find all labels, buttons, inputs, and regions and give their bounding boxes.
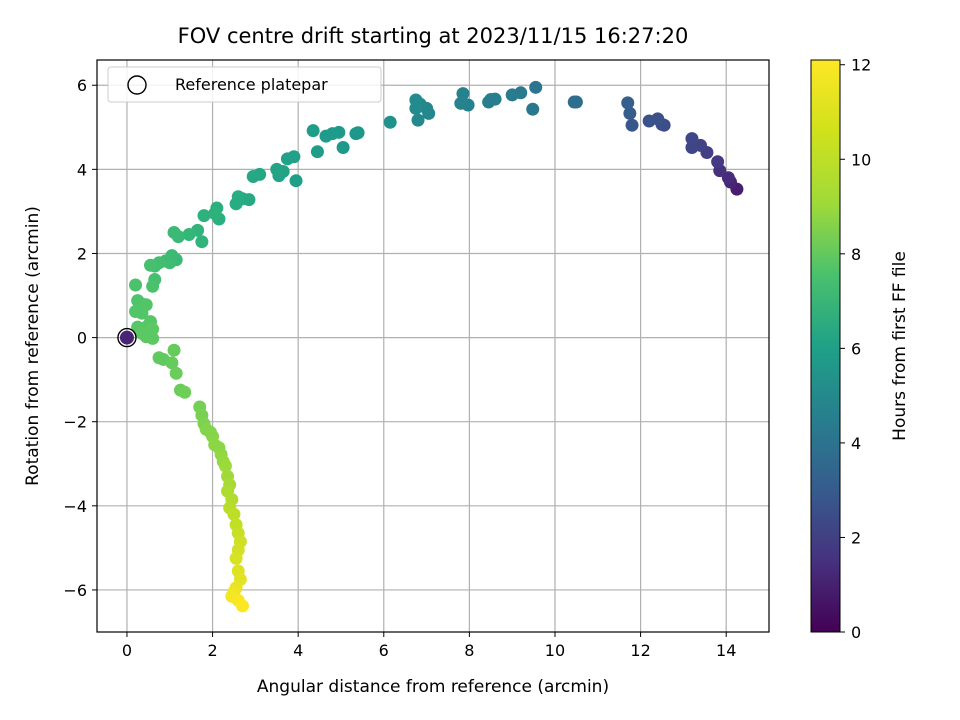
- x-axis-ticks: 0 2 4 6 8 10 12 14: [122, 632, 736, 660]
- data-point: [135, 306, 149, 320]
- x-tick-label: 6: [379, 641, 389, 660]
- y-tick-label: −2: [63, 413, 87, 432]
- legend-label: Reference platepar: [175, 75, 328, 94]
- data-point: [567, 95, 581, 109]
- colorbar-tick-label: 6: [851, 339, 861, 358]
- data-point: [197, 209, 211, 223]
- data-point: [195, 235, 209, 249]
- grid: [97, 60, 769, 632]
- data-point: [721, 171, 735, 185]
- colorbar-ticks: 0 2 4 6 8 10 12: [840, 56, 871, 642]
- colorbar-tick-label: 8: [851, 245, 861, 264]
- y-tick-label: 2: [77, 244, 87, 263]
- data-point: [456, 87, 470, 101]
- data-point: [229, 551, 243, 565]
- legend-marker-reference: [127, 75, 147, 95]
- data-point: [280, 152, 294, 166]
- reference-point-marker: [117, 327, 137, 348]
- x-tick-label: 2: [207, 641, 217, 660]
- data-point: [623, 106, 637, 120]
- data-point: [169, 366, 183, 380]
- data-point: [178, 385, 192, 399]
- data-point: [625, 118, 639, 132]
- y-axis-ticks: −6 −4 −2 0 2 4 6: [63, 76, 97, 600]
- data-point: [685, 132, 699, 146]
- x-tick-label: 14: [716, 641, 736, 660]
- y-tick-label: −4: [63, 497, 87, 516]
- y-tick-label: 6: [77, 76, 87, 95]
- colorbar-tick-label: 0: [851, 623, 861, 642]
- data-point: [167, 343, 181, 357]
- data-point: [218, 459, 232, 473]
- data-point: [270, 162, 284, 176]
- data-point: [349, 127, 363, 141]
- x-tick-label: 4: [293, 641, 303, 660]
- x-tick-label: 8: [464, 641, 474, 660]
- data-point: [454, 96, 468, 110]
- y-axis-label: Rotation from reference (arcmin): [23, 206, 43, 486]
- data-point: [621, 96, 635, 110]
- data-point: [227, 507, 241, 521]
- data-point: [383, 115, 397, 129]
- data-point: [310, 145, 324, 159]
- data-point: [236, 599, 250, 613]
- data-point: [289, 174, 303, 188]
- data-point: [529, 80, 543, 94]
- colorbar-tick-label: 12: [851, 56, 871, 75]
- data-point: [336, 140, 350, 154]
- data-point: [144, 258, 158, 272]
- data-point: [526, 102, 540, 116]
- colorbar: 0 2 4 6 8 10 12 Hours from first FF file: [810, 56, 910, 642]
- y-tick-label: 4: [77, 160, 87, 179]
- data-point: [165, 356, 179, 370]
- x-tick-label: 10: [545, 641, 565, 660]
- data-point: [208, 207, 222, 221]
- colorbar-label: Hours from first FF file: [890, 251, 910, 441]
- data-point: [229, 197, 243, 211]
- data-point: [146, 279, 160, 293]
- colorbar-tick-label: 4: [851, 434, 861, 453]
- data-point: [152, 351, 166, 365]
- data-point: [146, 331, 160, 345]
- y-tick-label: −6: [63, 581, 87, 600]
- chart-title: FOV centre drift starting at 2023/11/15 …: [178, 24, 689, 48]
- legend-box: [107, 66, 382, 103]
- data-point: [306, 124, 320, 138]
- y-tick-label: 0: [77, 329, 87, 348]
- legend: Reference platepar: [107, 66, 382, 103]
- data-point: [319, 129, 333, 143]
- plot-area: 0 2 4 6 8 10 12 14 −6 −4 −2 0 2 4 6: [63, 59, 770, 660]
- data-point: [182, 228, 196, 242]
- data-point: [129, 278, 143, 292]
- x-tick-label: 12: [630, 641, 650, 660]
- x-axis-label: Angular distance from reference (arcmin): [257, 677, 609, 697]
- data-point: [505, 88, 519, 102]
- reference-point-fill: [119, 330, 134, 345]
- data-point: [246, 170, 260, 184]
- data-point: [409, 101, 423, 115]
- data-point: [711, 155, 725, 169]
- plot-frame: [96, 59, 770, 633]
- data-point: [167, 225, 181, 239]
- data-point: [411, 113, 425, 127]
- data-point: [482, 95, 496, 109]
- x-tick-label: 0: [122, 641, 132, 660]
- colorbar-gradient: [810, 59, 841, 633]
- colorbar-tick-label: 2: [851, 528, 861, 547]
- colorbar-tick-label: 10: [851, 150, 871, 169]
- data-point: [642, 114, 656, 128]
- scatter-points: [117, 80, 744, 613]
